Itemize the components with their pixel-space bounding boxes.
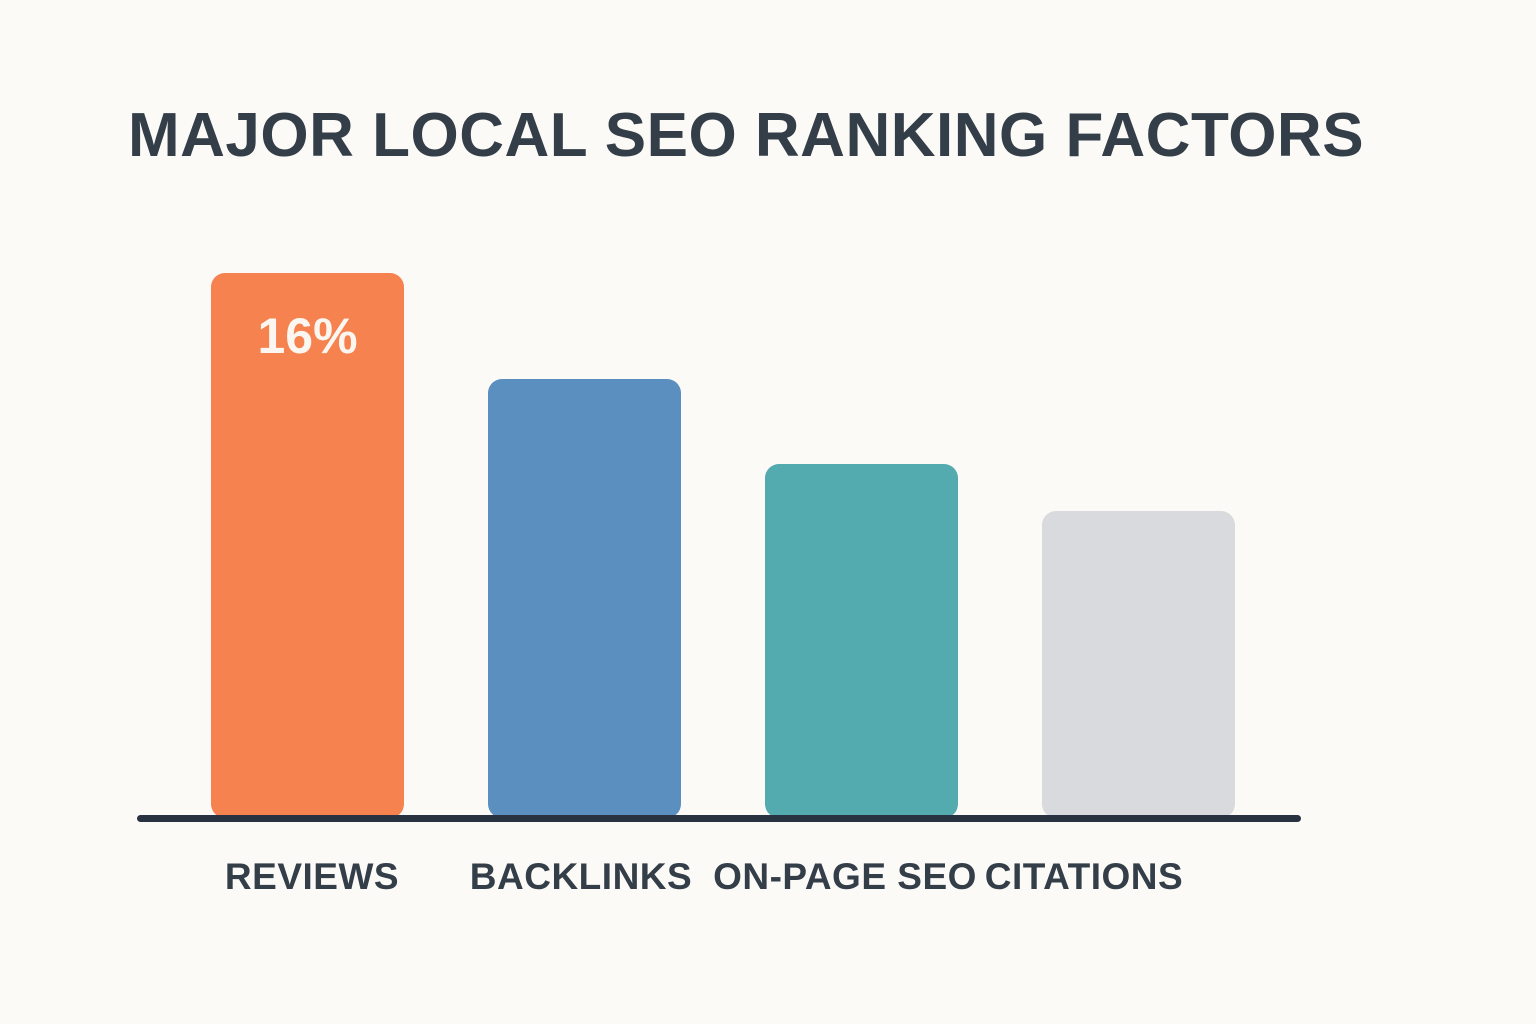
bar-citations [1042, 511, 1235, 818]
category-label-on-page-seo: ON-PAGE SEO [713, 856, 977, 897]
category-label-citations: CITATIONS [984, 856, 1184, 897]
x-axis-line [137, 815, 1301, 822]
chart-title: MAJOR LOCAL SEO RANKING FACTORS [128, 101, 1365, 170]
bar-value-label-reviews: 16% [257, 308, 358, 364]
category-label-reviews: REVIEWS [224, 856, 400, 897]
bar-on-page-seo [765, 464, 958, 818]
category-label-backlinks: BACKLINKS [469, 856, 693, 897]
bar-reviews: 16% [211, 273, 404, 818]
bar-backlinks [488, 379, 681, 818]
